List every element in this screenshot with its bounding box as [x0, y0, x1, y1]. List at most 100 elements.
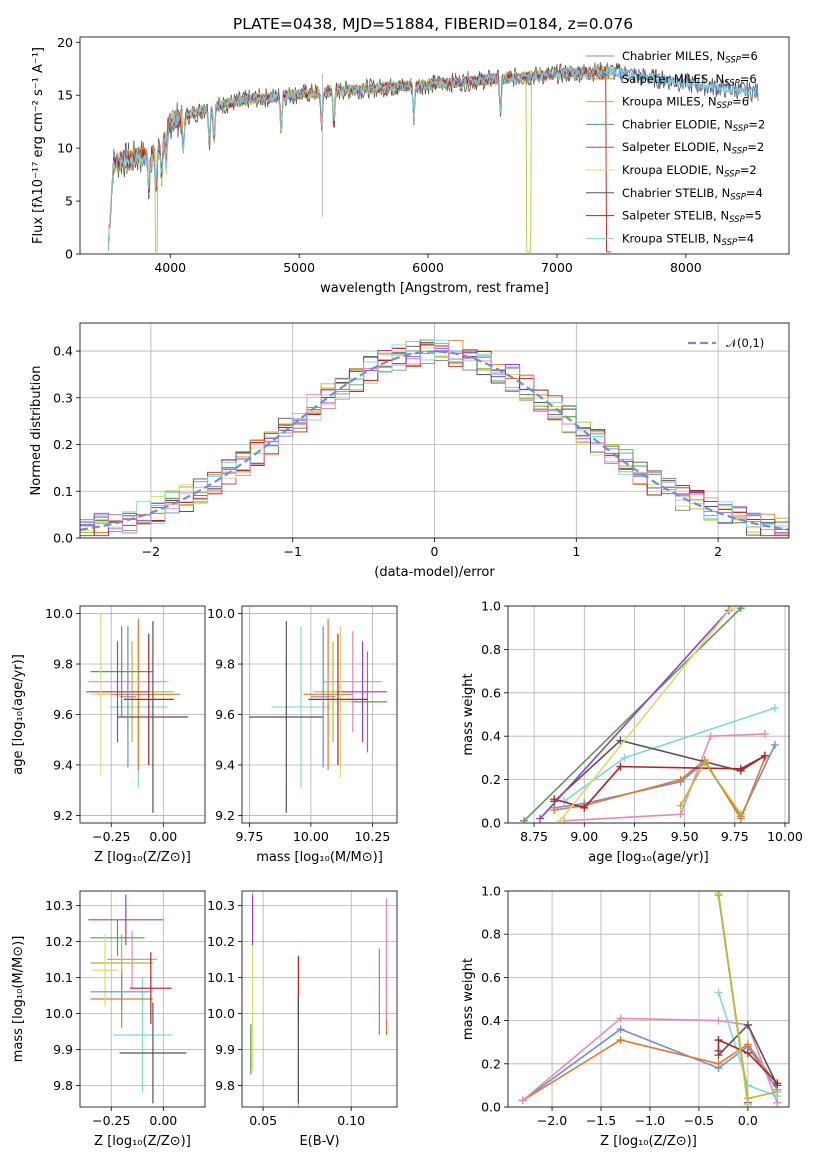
x-axis-label: Z [log₁₀(Z/Z⊙)]	[94, 850, 191, 865]
legend-entry-name: Kroupa STELIB, N	[622, 231, 722, 245]
legend-entry: Chabrier MILES, NSSP=6	[622, 49, 758, 66]
axes-frame	[79, 36, 790, 255]
x-axis-label: (data-model)/error	[374, 565, 495, 580]
legend-entry: Salpeter STELIB, NSSP=5	[622, 209, 762, 226]
series-marker	[743, 1049, 752, 1057]
y-tick-label: 0.6	[481, 685, 501, 700]
series-marker	[773, 1087, 782, 1096]
series-pink	[560, 730, 769, 823]
y-axis-label: mass weight	[461, 958, 476, 1040]
series-line	[553, 739, 766, 802]
x-tick-label: 6000	[412, 260, 444, 275]
y-tick-label: 0.4	[481, 1013, 501, 1028]
y-axis-label: Flux [fλ10⁻¹⁷ erg cm⁻² s⁻¹ A⁻¹]	[31, 47, 46, 244]
y-tick-label: 0.0	[481, 816, 501, 831]
y-tick-label: 0.6	[481, 970, 501, 985]
errorbar-point	[303, 618, 353, 771]
y-tick-label: 9.8	[215, 657, 235, 672]
series-marker	[743, 1094, 752, 1103]
legend-entry-value: =2	[747, 140, 764, 154]
x-tick-label: −0.25	[92, 1113, 130, 1128]
panel-residuals: −2 −1 0 1 2 0.0 0.1 0.2 0.3 0.4 (data-model)/error…	[29, 322, 790, 580]
legend-entry-subscript: SSP	[724, 170, 740, 180]
series-line	[563, 707, 776, 802]
x-axis-label: Z [log₁₀(Z/Z⊙)]	[94, 1134, 191, 1149]
x-tick-label: 5000	[283, 260, 315, 275]
legend-entry: 𝒩(0,1)	[726, 336, 764, 350]
series-line	[559, 607, 732, 822]
x-tick-label: 7000	[541, 260, 573, 275]
legend-entry: Salpeter MILES, NSSP=6	[622, 72, 757, 89]
legend-entry: Chabrier ELODIE, NSSP=2	[622, 117, 765, 134]
spectrum-line-krou_stelib	[108, 65, 759, 251]
y-tick-label: 9.6	[53, 707, 73, 722]
errorbar-point	[88, 894, 164, 945]
series-marker	[714, 1046, 723, 1055]
y-axis-label: Normed distribution	[29, 366, 44, 496]
legend-entry-subscript: SSP	[725, 56, 741, 66]
y-tick-label: 9.2	[53, 808, 73, 823]
x-axis-label: Z [log₁₀(Z/Z⊙)]	[600, 1134, 697, 1149]
x-tick-label: 1	[572, 544, 580, 559]
x-axis-label: age [log₁₀(age/yr)]	[588, 850, 709, 865]
y-tick-label: 1.0	[481, 884, 501, 899]
legend-entry: Kroupa ELODIE, NSSP=2	[622, 163, 757, 180]
series-marker	[706, 732, 715, 741]
series-marker	[676, 801, 685, 810]
x-tick-label: −2.0	[537, 1113, 567, 1128]
legend-entry-subscript: SSP	[722, 238, 738, 248]
plot-area	[108, 61, 759, 253]
x-tick-label: 10.00	[293, 829, 329, 844]
legend-entry-subscript: SSP	[717, 101, 733, 111]
errorbar-point	[90, 613, 112, 776]
series-krou_miles	[714, 891, 782, 1103]
errorbar-point	[90, 919, 145, 956]
y-tick-label: 10.2	[45, 934, 73, 949]
y-tick-label: 1.0	[481, 599, 501, 614]
x-axis-label: mass [log₁₀(M/M⊙)]	[256, 850, 383, 865]
legend-entry-subscript: SSP	[733, 124, 749, 134]
series-marker	[760, 730, 769, 739]
y-axis-label: age [log₁₀(age/yr)]	[11, 654, 26, 775]
series-marker	[616, 1014, 625, 1023]
x-axis-label: wavelength [Angstrom, rest frame]	[320, 281, 549, 296]
series-line	[679, 760, 742, 815]
series-krou_elodie	[556, 606, 735, 823]
y-tick-label: 9.6	[215, 707, 235, 722]
errorbar-point	[90, 973, 153, 1010]
y-tick-label: 9.8	[215, 1078, 235, 1093]
y-tick-label: 10.1	[207, 970, 235, 985]
errorbar-point	[308, 633, 368, 765]
series-marker	[580, 803, 589, 812]
legend-entry-name: Salpeter MILES, N	[622, 72, 724, 86]
y-tick-label: 10.3	[207, 898, 235, 913]
x-tick-label: 9.75	[721, 829, 749, 844]
errorbar-point	[271, 626, 331, 788]
y-axis-label: mass weight	[461, 673, 476, 755]
y-tick-label: 9.8	[53, 657, 73, 672]
errorbar-point	[328, 626, 353, 778]
errorbar-point	[113, 977, 172, 1093]
legend-entry-name: Salpeter ELODIE, N	[622, 140, 732, 154]
series-marker	[714, 988, 723, 997]
series-marker	[773, 1079, 782, 1088]
legend-entry-name: Chabrier ELODIE, N	[622, 117, 733, 131]
legend-entry-value: =6	[732, 95, 749, 109]
y-tick-label: 10	[57, 141, 73, 156]
panel-age-vs-mass: 9.75 10.00 10.25 9.2 9.4 9.6 9.8 10.0 mass [log₁…	[207, 605, 398, 865]
y-tick-label: 0.8	[481, 642, 501, 657]
series-line	[523, 607, 742, 822]
y-tick-label: 9.4	[53, 757, 73, 772]
series-salp_stelib	[714, 1036, 782, 1088]
plot-area	[249, 618, 388, 813]
plot-area	[88, 894, 187, 1104]
y-tick-label: 10.0	[207, 606, 235, 621]
panel-mass-vs-Z: −0.25 0.00 9.8 9.9 10.0 10.1 10.2 10.3 Z [log₁₀(…	[11, 890, 206, 1149]
axes-frame	[79, 890, 206, 1108]
legend-entry-subscript: SSP	[730, 192, 746, 202]
spectrum-line-salp_elodie	[108, 64, 612, 251]
series-marker	[714, 1036, 723, 1045]
x-tick-label: 8000	[670, 260, 702, 275]
series-marker	[536, 814, 545, 823]
